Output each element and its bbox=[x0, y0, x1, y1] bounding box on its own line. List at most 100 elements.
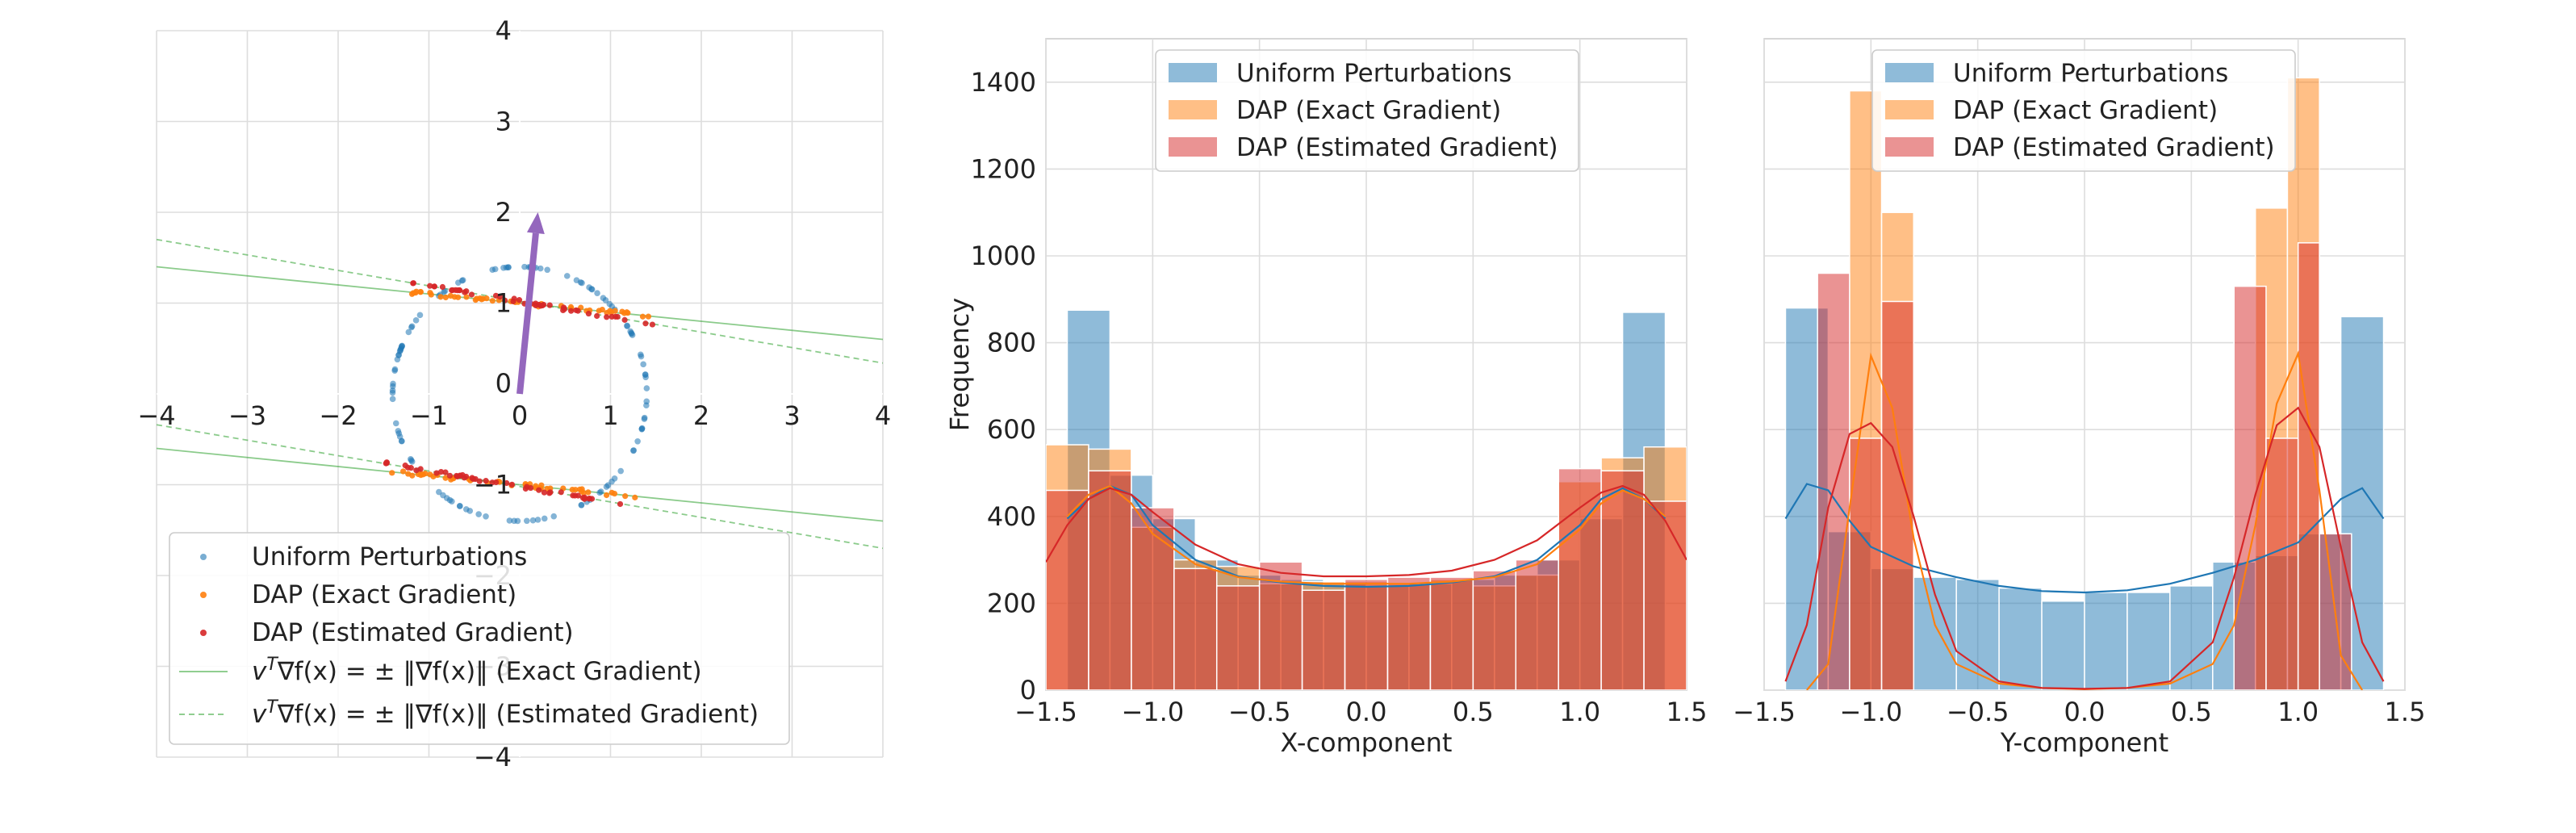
y-tick-label: 600 bbox=[987, 414, 1036, 445]
uniform-point bbox=[456, 503, 463, 509]
x-tick-label: 0.5 bbox=[2171, 697, 2212, 727]
uniform-point bbox=[643, 398, 650, 405]
legend-marker-1 bbox=[200, 592, 207, 598]
dap-estimated-point bbox=[537, 303, 544, 309]
dap-exact-point bbox=[422, 471, 429, 477]
uniform-point bbox=[398, 345, 404, 351]
dap-exact-point bbox=[442, 475, 449, 481]
uniform-point bbox=[389, 396, 396, 403]
histogram-bar-2 bbox=[1558, 467, 1602, 690]
histogram-bar-0 bbox=[2041, 600, 2085, 690]
dap-estimated-point bbox=[427, 283, 433, 289]
x-tick-label: 1.0 bbox=[2277, 697, 2319, 727]
histogram-bar-2 bbox=[1472, 570, 1517, 690]
legend-label: Uniform Perturbations bbox=[252, 542, 527, 571]
legend-patch-0 bbox=[1169, 63, 1217, 82]
histogram-bar-2 bbox=[1515, 559, 1559, 690]
dap-estimated-point bbox=[417, 466, 424, 472]
y-tick-label: 400 bbox=[987, 501, 1036, 532]
dap-estimated-point bbox=[433, 470, 440, 476]
dap-estimated-point bbox=[516, 297, 523, 303]
histogram-bar-0 bbox=[2084, 592, 2128, 690]
x-axis-label: X-component bbox=[1281, 727, 1453, 758]
histogram-plot-area bbox=[1784, 77, 2385, 690]
x-tick-label: −0.5 bbox=[1228, 697, 1291, 727]
dap-exact-point bbox=[599, 306, 605, 313]
dap-estimated-point bbox=[575, 308, 581, 314]
dap-exact-point bbox=[399, 468, 407, 475]
x-tick-label: −1.0 bbox=[1121, 697, 1184, 727]
legend-patch-2 bbox=[1885, 137, 1934, 157]
histogram-bar-2 bbox=[1880, 300, 1915, 690]
uniform-point bbox=[534, 517, 542, 523]
uniform-point bbox=[627, 328, 634, 335]
uniform-point bbox=[506, 517, 513, 524]
dap-exact-point bbox=[454, 294, 462, 300]
uniform-point bbox=[449, 498, 455, 504]
histogram-bar-2 bbox=[1344, 579, 1389, 690]
uniform-point bbox=[602, 297, 609, 303]
dap-estimated-point bbox=[383, 460, 389, 467]
dap-exact-point bbox=[412, 290, 419, 296]
y-axis-label: Frequency bbox=[944, 298, 975, 431]
legend-marker-2 bbox=[200, 630, 207, 636]
uniform-point bbox=[563, 273, 571, 279]
uniform-point bbox=[550, 513, 558, 520]
histogram-bar-2 bbox=[2265, 437, 2299, 690]
uniform-point bbox=[630, 447, 637, 454]
dap-exact-point bbox=[463, 294, 470, 300]
uniform-point bbox=[643, 385, 650, 391]
x-tick-label: −3 bbox=[228, 400, 266, 431]
y-tick-label: 3 bbox=[496, 107, 512, 137]
dap-estimated-point bbox=[437, 468, 445, 475]
y-tick-label: 0 bbox=[496, 368, 512, 399]
dap-estimated-point bbox=[570, 492, 576, 499]
uniform-point bbox=[394, 356, 401, 363]
x-tick-label: −1.0 bbox=[1839, 697, 1902, 727]
x-tick-label: −1.5 bbox=[1733, 697, 1796, 727]
uniform-point bbox=[634, 437, 641, 445]
histogram-bar-2 bbox=[1046, 489, 1089, 690]
uniform-point bbox=[504, 264, 512, 270]
dap-estimated-point bbox=[476, 478, 483, 484]
legend-formula-label: vT∇f(x) = ± ‖∇f(x)‖ (Estimated Gradient) bbox=[252, 697, 759, 729]
dap-estimated-point bbox=[483, 478, 489, 484]
dap-exact-point bbox=[489, 298, 496, 304]
kde-curve-2 bbox=[1046, 484, 1687, 578]
dap-estimated-point bbox=[402, 463, 408, 469]
legend-label: Uniform Perturbations bbox=[1236, 59, 1512, 88]
histogram-plot-area bbox=[1046, 309, 1687, 690]
uniform-point bbox=[529, 517, 537, 524]
dap-exact-point bbox=[585, 489, 592, 496]
uniform-point bbox=[606, 300, 613, 308]
uniform-point bbox=[579, 279, 585, 287]
dap-estimated-point bbox=[439, 283, 446, 291]
dap-estimated-point bbox=[588, 496, 596, 502]
formula-rest: ∇f(x) = ± ‖∇f(x)‖ (Exact Gradient) bbox=[277, 657, 702, 686]
x-tick-label: 3 bbox=[784, 400, 800, 431]
uniform-point bbox=[391, 366, 399, 373]
dap-estimated-point bbox=[608, 313, 615, 320]
dap-exact-point bbox=[442, 294, 449, 301]
legend-patch-1 bbox=[1885, 100, 1934, 119]
dap-exact-point bbox=[389, 470, 395, 476]
uniform-point bbox=[390, 380, 396, 387]
histogram-bar-2 bbox=[1215, 585, 1261, 690]
uniform-point bbox=[408, 324, 415, 331]
uniform-point bbox=[640, 361, 646, 368]
histogram-x-panel: −1.5 −1.0 −0.5 0.0 0.5 1.0 1.5 0 200 400 600 800 100… bbox=[944, 38, 1708, 758]
dap-estimated-point bbox=[536, 487, 542, 493]
uniform-point bbox=[642, 374, 649, 381]
uniform-point bbox=[392, 420, 399, 427]
dap-estimated-point bbox=[450, 287, 456, 294]
boundary-line-0-1 bbox=[157, 447, 883, 522]
uniform-point bbox=[578, 501, 585, 509]
dap-exact-point bbox=[611, 490, 618, 497]
formula-sup: T bbox=[266, 655, 278, 675]
x-tick-label: 1.5 bbox=[1666, 697, 1708, 727]
x-tick-label: −0.5 bbox=[1947, 697, 2009, 727]
dap-estimated-point bbox=[594, 312, 600, 320]
uniform-point bbox=[611, 475, 618, 482]
dap-estimated-point bbox=[642, 320, 649, 327]
